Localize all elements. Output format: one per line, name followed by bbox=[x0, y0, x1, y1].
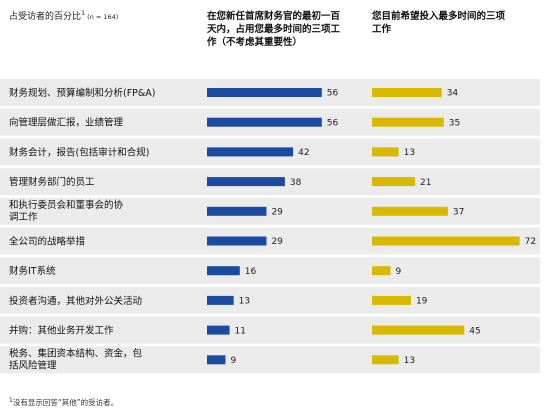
value-label-desired-time: 13 bbox=[404, 356, 415, 366]
value-label-first-100-days: 38 bbox=[290, 178, 302, 188]
category-label: 调工作 bbox=[9, 211, 38, 223]
bar-first-100-days bbox=[207, 355, 226, 365]
value-label-desired-time: 19 bbox=[416, 297, 428, 307]
chart-row: 财务会计，报告(包括审计和合规) 42 13 bbox=[0, 138, 540, 166]
category-label: 财务会计，报告(包括审计和合规) bbox=[9, 146, 149, 158]
chart-row: 并购：其他业务开发工作 11 45 bbox=[0, 316, 540, 344]
value-label-first-100-days: 13 bbox=[239, 297, 250, 307]
bar-first-100-days bbox=[207, 266, 240, 276]
value-label-desired-time: 13 bbox=[404, 148, 415, 158]
row-band bbox=[0, 286, 540, 314]
row-band bbox=[0, 346, 540, 374]
row-band bbox=[0, 257, 540, 285]
value-label-desired-time: 35 bbox=[449, 118, 460, 128]
footnote: 1没有显示回答“其他”的受访者。 bbox=[9, 397, 118, 407]
category-label: 并购：其他业务开发工作 bbox=[9, 325, 114, 337]
value-label-desired-time: 45 bbox=[469, 326, 480, 336]
bar-desired-time bbox=[372, 88, 442, 97]
column-title-first-100-days: 作（不考虑其重要性） bbox=[207, 36, 302, 48]
bar-first-100-days bbox=[207, 295, 234, 305]
value-label-first-100-days: 42 bbox=[298, 148, 309, 158]
bar-desired-time bbox=[372, 206, 448, 216]
value-label-desired-time: 34 bbox=[447, 89, 459, 99]
value-label-first-100-days: 29 bbox=[271, 208, 283, 218]
column-title-first-100-days: 在您新任首席财务官的最初一百 bbox=[207, 10, 341, 22]
category-label: 投资者沟通，其他对外公关活动 bbox=[9, 295, 142, 307]
chart-row: 管理财务部门的员工 38 21 bbox=[0, 168, 540, 196]
category-label: 管理财务部门的员工 bbox=[9, 176, 95, 188]
column-title-desired-time: 工作 bbox=[372, 23, 392, 35]
bar-first-100-days bbox=[207, 325, 230, 335]
value-label-first-100-days: 11 bbox=[235, 326, 246, 336]
value-label-desired-time: 37 bbox=[453, 208, 464, 218]
category-label: 税务、集团资本结构、资金，包 bbox=[9, 347, 143, 359]
column-title-first-100-days: 天内，占用您最多时间的三项工 bbox=[207, 23, 341, 35]
bar-first-100-days bbox=[207, 147, 294, 157]
bar-desired-time bbox=[372, 147, 399, 157]
bar-desired-time bbox=[372, 117, 444, 127]
category-label: 向管理层做汇报，业绩管理 bbox=[9, 117, 124, 129]
category-label: 财务IT系统 bbox=[9, 265, 56, 277]
value-label-desired-time: 9 bbox=[395, 267, 401, 277]
row-band bbox=[0, 197, 540, 225]
bar-desired-time bbox=[372, 355, 399, 365]
value-label-first-100-days: 56 bbox=[327, 89, 339, 99]
bar-first-100-days bbox=[207, 88, 322, 97]
value-label-desired-time: 72 bbox=[525, 237, 536, 247]
value-label-desired-time: 21 bbox=[420, 178, 431, 188]
chart-row: 财务IT系统 16 9 bbox=[0, 257, 540, 285]
chart-row: 向管理层做汇报，业绩管理 56 35 bbox=[0, 108, 540, 136]
bar-desired-time bbox=[372, 236, 520, 246]
chart-row: 财务规划、预算编制和分析(FP&A) 56 34 bbox=[0, 79, 540, 106]
bar-desired-time bbox=[372, 266, 391, 276]
bar-first-100-days bbox=[207, 236, 267, 246]
category-label: 财务规划、预算编制和分析(FP&A) bbox=[9, 87, 156, 99]
bar-desired-time bbox=[372, 325, 465, 335]
bar-first-100-days bbox=[207, 117, 322, 127]
value-label-first-100-days: 16 bbox=[245, 267, 257, 277]
value-label-first-100-days: 9 bbox=[230, 356, 236, 366]
column-title-desired-time: 您目前希望投入最多时间的三项 bbox=[372, 10, 506, 22]
chart-row: 全公司的战略举措 29 72 bbox=[0, 227, 540, 255]
value-label-first-100-days: 29 bbox=[271, 237, 283, 247]
unit-label: 占受访者的百分比1 (n = 164) bbox=[9, 9, 118, 22]
bar-first-100-days bbox=[207, 206, 267, 216]
value-label-first-100-days: 56 bbox=[327, 118, 339, 128]
category-label: 括风险管理 bbox=[9, 359, 57, 371]
bar-desired-time bbox=[372, 295, 411, 305]
bar-desired-time bbox=[372, 177, 416, 187]
bar-first-100-days bbox=[207, 177, 285, 187]
category-label: 和执行委员会和董事会的协 bbox=[9, 199, 124, 211]
category-label: 全公司的战略举措 bbox=[9, 236, 86, 248]
chart-row: 投资者沟通，其他对外公关活动 13 19 bbox=[0, 286, 540, 314]
